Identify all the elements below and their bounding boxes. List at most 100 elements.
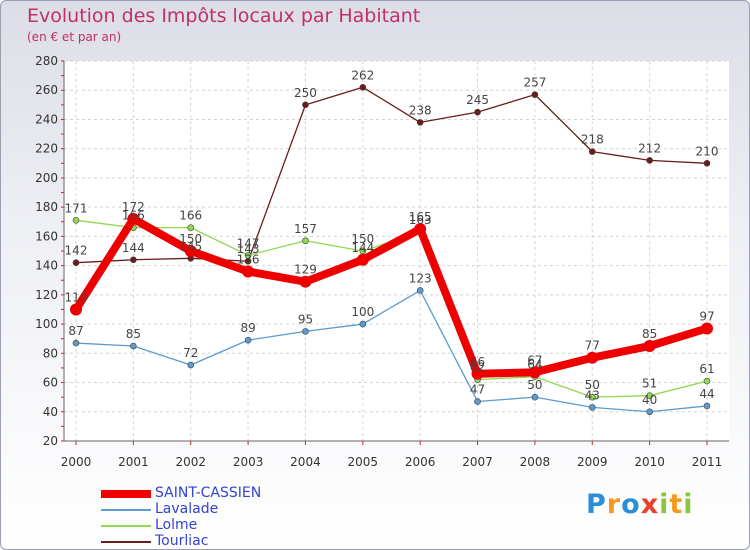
data-label: 66 [470, 355, 485, 369]
data-label: 150 [179, 232, 202, 246]
data-point [127, 212, 140, 225]
data-label: 97 [699, 309, 714, 323]
data-label: 50 [527, 378, 542, 392]
data-point [187, 224, 195, 231]
y-tick-label: 20 [43, 434, 58, 448]
y-tick-label: 200 [35, 171, 58, 185]
y-tick-label: 220 [35, 142, 58, 156]
legend-swatch [101, 541, 151, 543]
data-point [72, 259, 80, 266]
y-tick-label: 80 [43, 346, 58, 360]
data-label: 144 [351, 241, 374, 255]
data-point [414, 223, 427, 236]
legend-entry: Tourliac [101, 533, 341, 549]
legend-label: Tourliac [155, 533, 209, 549]
data-label: 44 [699, 387, 714, 401]
data-point [588, 393, 596, 401]
data-point [302, 237, 309, 245]
logo-letter: r [606, 489, 622, 520]
data-point [130, 342, 137, 350]
legend-swatch [101, 509, 151, 511]
data-point [299, 275, 312, 288]
series-line-lavalade [75, 289, 708, 413]
data-point [187, 361, 195, 369]
data-point [302, 328, 309, 335]
data-label: 89 [240, 321, 255, 335]
data-label: 64 [527, 358, 542, 372]
x-tick-label: 2009 [577, 455, 608, 469]
x-tick-label: 2005 [348, 455, 379, 469]
data-label: 129 [294, 263, 317, 277]
data-point [646, 408, 653, 416]
data-point [528, 366, 541, 379]
data-point [130, 256, 137, 264]
data-point [416, 287, 424, 294]
data-label: 100 [351, 305, 374, 319]
data-point [244, 252, 252, 259]
data-point [703, 402, 711, 410]
data-label: 62 [470, 361, 485, 375]
data-label: 165 [409, 210, 432, 224]
data-label: 50 [585, 378, 600, 392]
data-point [646, 392, 653, 399]
data-label: 51 [642, 377, 657, 391]
logo-letter: t [669, 489, 684, 520]
data-label: 47 [470, 383, 485, 397]
chart-subtitle: (en € et par an) [27, 30, 122, 44]
y-tick-label: 120 [35, 288, 58, 302]
y-tick-label: 260 [35, 83, 58, 97]
data-point [701, 322, 713, 335]
data-label: 218 [581, 133, 604, 147]
data-point [356, 253, 369, 266]
data-point [72, 217, 80, 224]
data-label: 157 [294, 222, 317, 236]
legend-label: Lolme [155, 517, 198, 533]
data-point [184, 245, 197, 257]
data-label: 172 [122, 200, 145, 214]
proxiti-logo: Proxiti [586, 489, 694, 520]
x-tick-label: 2001 [118, 455, 149, 469]
data-point [474, 108, 481, 116]
data-label: 212 [638, 141, 661, 155]
x-tick-label: 2006 [405, 455, 436, 469]
y-tick-label: 40 [43, 405, 58, 419]
data-label: 166 [179, 209, 202, 223]
legend-swatch [101, 525, 151, 527]
data-label: 145 [179, 239, 202, 253]
legend-entry: Lolme [101, 517, 341, 534]
data-point [703, 377, 711, 385]
legend-entry: SAINT-CASSIEN [101, 485, 341, 502]
data-point [531, 393, 539, 401]
data-point [646, 157, 653, 164]
x-tick-label: 2003 [233, 455, 264, 469]
data-point [588, 404, 596, 411]
series-line-tourliac [75, 86, 708, 264]
data-label: 245 [466, 93, 489, 107]
legend-label: SAINT-CASSIEN [155, 485, 262, 501]
x-tick-label: 2000 [61, 455, 92, 469]
logo-letter: o [621, 489, 641, 520]
legend-swatch [101, 490, 151, 498]
data-label: 143 [237, 242, 260, 256]
legend-label: Lavalade [155, 501, 219, 517]
data-point [242, 265, 255, 278]
data-label: 250 [294, 86, 317, 100]
data-point [474, 398, 481, 405]
data-label: 85 [126, 327, 141, 341]
data-point [302, 101, 309, 109]
data-label: 110 [65, 290, 88, 304]
data-label: 43 [585, 388, 600, 402]
data-point [72, 339, 80, 347]
data-label: 210 [696, 144, 719, 158]
x-tick-label: 2007 [462, 455, 493, 469]
logo-letter: P [586, 489, 607, 520]
x-tick-label: 2011 [692, 455, 723, 469]
y-tick-label: 160 [35, 229, 58, 243]
data-point [244, 336, 252, 344]
data-label: 144 [122, 241, 145, 255]
x-tick-label: 2010 [634, 455, 665, 469]
x-tick-label: 2008 [520, 455, 551, 469]
data-label: 123 [409, 271, 432, 285]
data-label: 238 [409, 103, 432, 117]
